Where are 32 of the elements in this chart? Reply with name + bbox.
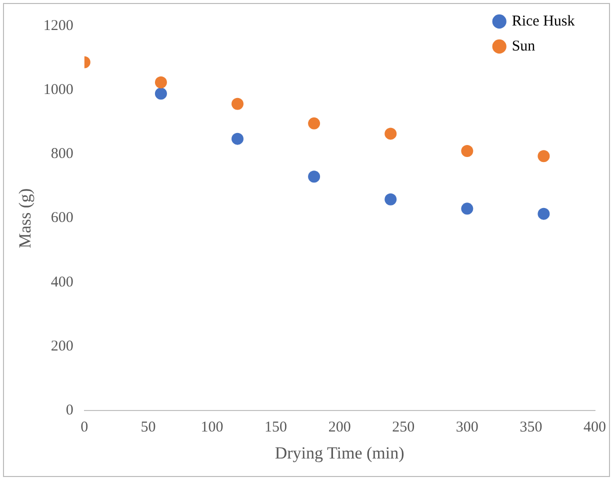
point <box>538 208 550 220</box>
point <box>461 144 474 157</box>
point <box>538 150 550 162</box>
y-axis-title: Mass (g) <box>16 188 35 248</box>
point <box>384 128 397 140</box>
point <box>232 98 244 110</box>
y-tick-label: 200 <box>50 338 74 354</box>
y-tick-label: 1000 <box>43 82 74 98</box>
y-tick-label: 800 <box>50 146 74 162</box>
point <box>154 88 167 100</box>
x-axis-title: Drying Time (min) <box>274 443 404 462</box>
point <box>232 132 244 145</box>
point <box>308 170 320 183</box>
x-tick-label: 350 <box>520 420 542 436</box>
legend-label: Rice Husk <box>512 13 576 30</box>
point <box>461 202 474 215</box>
x-tick-label: 200 <box>328 420 351 436</box>
x-tick-label: 50 <box>140 420 156 436</box>
x-tick-label: 300 <box>456 420 478 436</box>
y-tick-label: 600 <box>50 210 74 226</box>
x-tick-label: 0 <box>80 420 88 436</box>
x-tick-label: 400 <box>584 420 606 436</box>
y-tick-label: 1200 <box>43 18 74 34</box>
x-tick-label: 100 <box>200 420 224 436</box>
y-tick-label: 400 <box>50 274 74 290</box>
point <box>384 193 397 206</box>
x-tick-label: 250 <box>392 420 415 436</box>
point <box>154 76 167 88</box>
y-tick-label: 0 <box>66 402 74 419</box>
point <box>308 117 320 130</box>
x-tick-label: 150 <box>264 420 288 436</box>
legend-label: Sun <box>512 38 536 54</box>
